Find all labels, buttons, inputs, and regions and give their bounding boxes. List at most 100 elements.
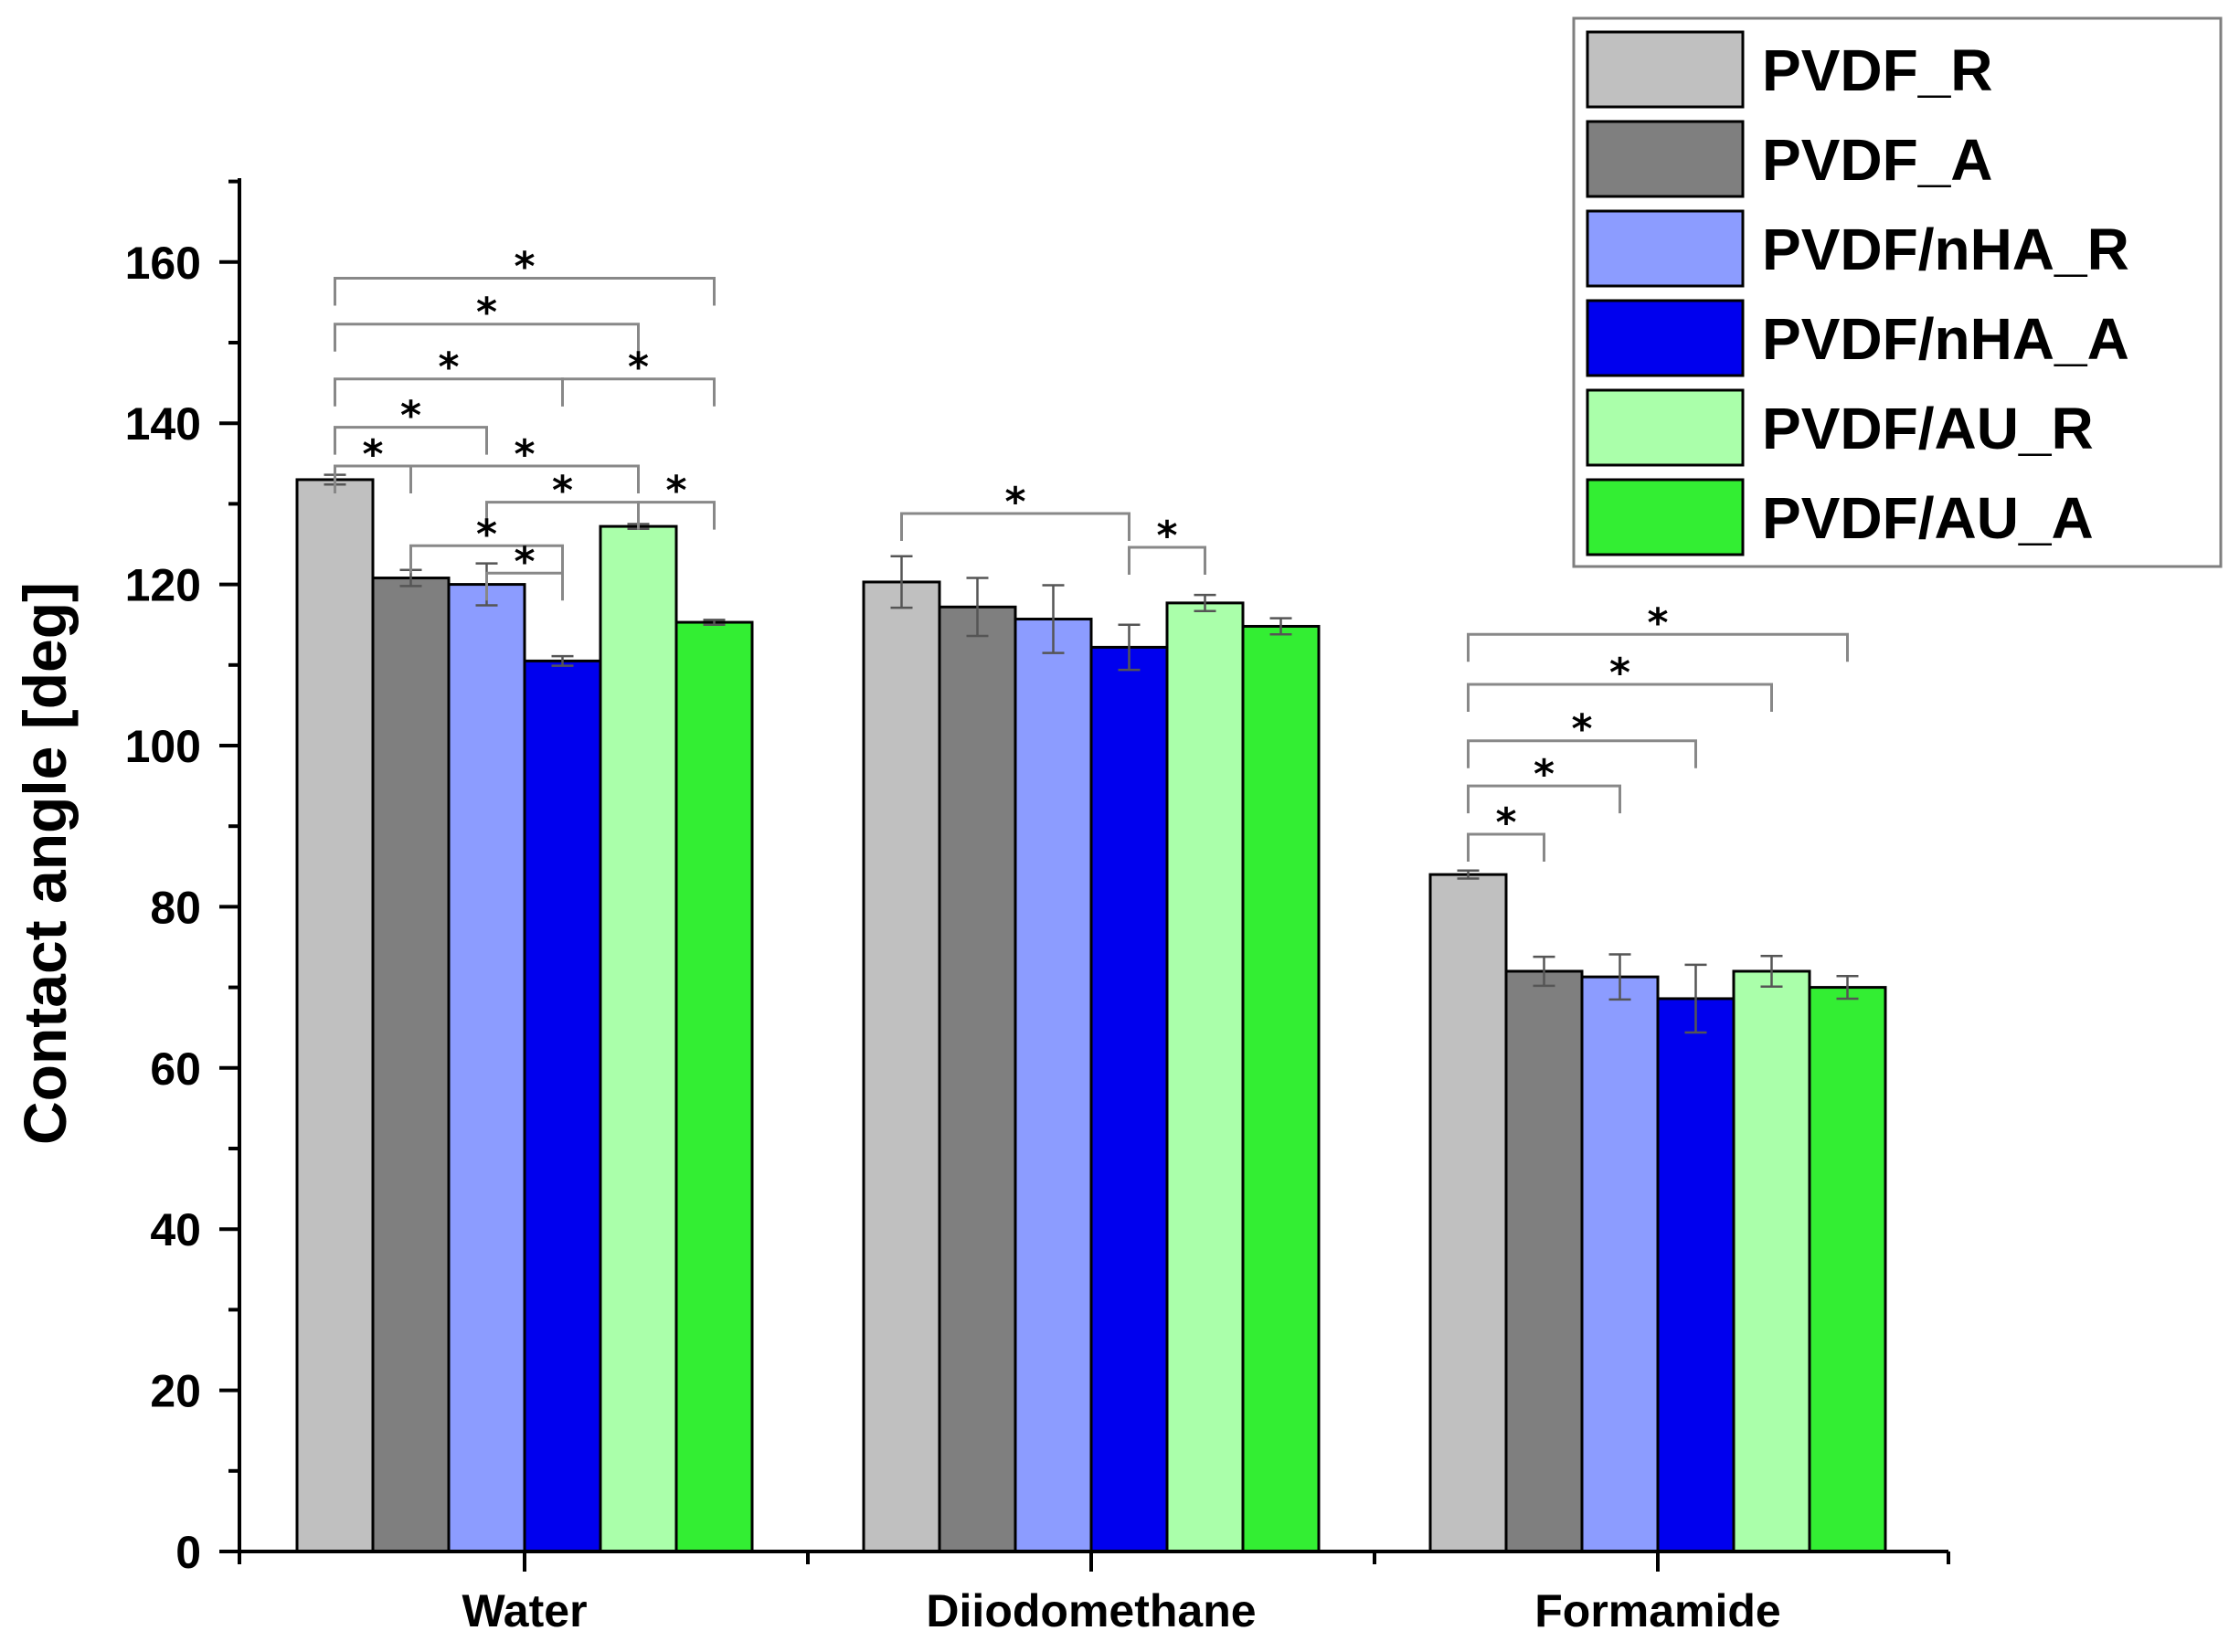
error-bar [1457,869,1480,880]
bar-formamide-pvdf-au-r [1732,969,1811,1553]
bars-layer [295,478,1887,1553]
significance-star: * [476,511,497,557]
legend-label-pvdf-a: PVDF_A [1762,127,1993,193]
significance-bracket: * [334,243,716,306]
bar-water-pvdf-au-a [674,620,754,1553]
error-bar [966,577,989,638]
significance-bracket: * [485,468,640,530]
bar-diiodomethane-pvdf-au-r [1165,601,1245,1553]
y-tick-label: 140 [125,398,201,450]
bar-water-pvdf-a [371,577,451,1553]
legend-swatch-pvdf-nha-a [1586,299,1745,377]
error-bar [1042,584,1065,654]
bar-water-pvdf-nha-a [523,659,602,1553]
bar-water-pvdf-au-r [599,524,678,1553]
y-axis-title: Contact angle [deg] [11,582,79,1145]
significance-star: * [362,431,383,478]
significance-star: * [438,344,459,391]
x-tick-label-diiodomethane: Diiodomethane [926,1585,1256,1636]
bar-formamide-pvdf-nha-a [1656,997,1735,1553]
bar-water-pvdf-nha-r [447,583,526,1553]
bar-diiodomethane-pvdf-a [938,605,1017,1553]
significance-bracket: * [409,431,640,493]
error-bar [1608,953,1631,1001]
legend-swatch-pvdf-au-r [1586,388,1745,467]
legend-swatch-pvdf-nha-r [1586,209,1745,288]
y-tick-label: 160 [125,238,201,289]
significance-bracket: * [334,290,640,352]
significance-star: * [1534,751,1555,798]
bar-diiodomethane-pvdf-r [862,580,941,1553]
error-bars-layer [324,473,1859,1034]
legend-swatch-pvdf-a [1586,120,1745,198]
y-tick-label: 80 [150,882,201,933]
y-ticks-layer: 0 20 40 60 80 100 120 140 160 [125,179,239,1578]
legend-label-pvdf-au-a: PVDF/AU_A [1762,485,2094,551]
bar-formamide-pvdf-r [1428,873,1508,1553]
error-bar [551,654,574,667]
significance-star: * [1004,479,1025,525]
error-bar [1533,955,1555,988]
significance-bracket: * [1467,599,1849,662]
significance-bracket: * [485,538,564,601]
significance-bracket: * [334,393,488,455]
bar-diiodomethane-pvdf-nha-a [1089,645,1169,1553]
significance-bracket: * [1128,513,1206,576]
error-bar [1194,593,1216,612]
y-tick-label: 40 [150,1204,201,1255]
significance-bracket: * [561,344,716,407]
significance-bracket: * [334,344,564,407]
error-bar [890,555,913,609]
legend-swatch-pvdf-r [1586,30,1745,109]
significance-star: * [1156,513,1177,559]
significance-star: * [552,468,573,514]
significance-bracket: * [1467,650,1773,712]
error-bar [1684,963,1707,1034]
significance-star: * [476,290,497,336]
significance-star: * [400,393,421,439]
legend-label-pvdf-nha-r: PVDF/nHA_R [1762,217,2129,282]
error-bar [1836,975,1859,1001]
error-bar [1760,954,1783,988]
y-tick-label: 60 [150,1043,201,1095]
bar-formamide-pvdf-a [1504,969,1584,1553]
legend-label-pvdf-r: PVDF_R [1762,37,1993,103]
significance-bracket: * [1467,800,1545,863]
significance-bracket: * [1467,706,1697,768]
x-tick-label-water: Water [462,1585,587,1636]
significance-star: * [1495,800,1516,846]
significance-star: * [665,468,686,514]
significance-star: * [514,431,535,478]
significance-bracket: * [1467,751,1621,814]
significance-star: * [1647,599,1668,646]
bar-formamide-pvdf-au-a [1808,986,1887,1553]
significance-bracket: * [409,511,564,574]
error-bar [1269,617,1292,636]
legend-label-pvdf-au-r: PVDF/AU_R [1762,396,2094,461]
legend-label-pvdf-nha-a: PVDF/nHA_A [1762,306,2129,372]
significance-bracket: * [900,479,1130,541]
bar-formamide-pvdf-nha-r [1580,975,1660,1553]
significance-bracket: * [637,468,716,530]
y-tick-label: 0 [175,1527,201,1578]
legend: PVDF_R PVDF_A PVDF/nHA_R PVDF/nHA_A PVDF/AU_… [1572,16,2223,568]
x-tick-label-formamide: Formamide [1534,1585,1781,1636]
y-tick-label: 120 [125,560,201,611]
x-ticks-layer: Water Diiodomethane Formamide [238,1551,1950,1636]
error-bar [703,619,726,626]
significance-star: * [1571,706,1592,753]
legend-box [1572,16,2223,568]
significance-star: * [1609,650,1630,696]
bar-diiodomethane-pvdf-nha-r [1014,618,1093,1553]
error-bar [1118,623,1141,672]
significance-star: * [628,344,649,391]
y-tick-label: 100 [125,721,201,772]
y-tick-label: 20 [150,1366,201,1417]
bar-diiodomethane-pvdf-au-a [1241,624,1321,1553]
significance-star: * [514,538,535,585]
bar-water-pvdf-r [295,478,375,1553]
legend-swatch-pvdf-au-a [1586,478,1745,556]
significance-star: * [514,243,535,290]
significance-layer: * * * * * * * * * * * * * * * * * * [334,243,1849,863]
